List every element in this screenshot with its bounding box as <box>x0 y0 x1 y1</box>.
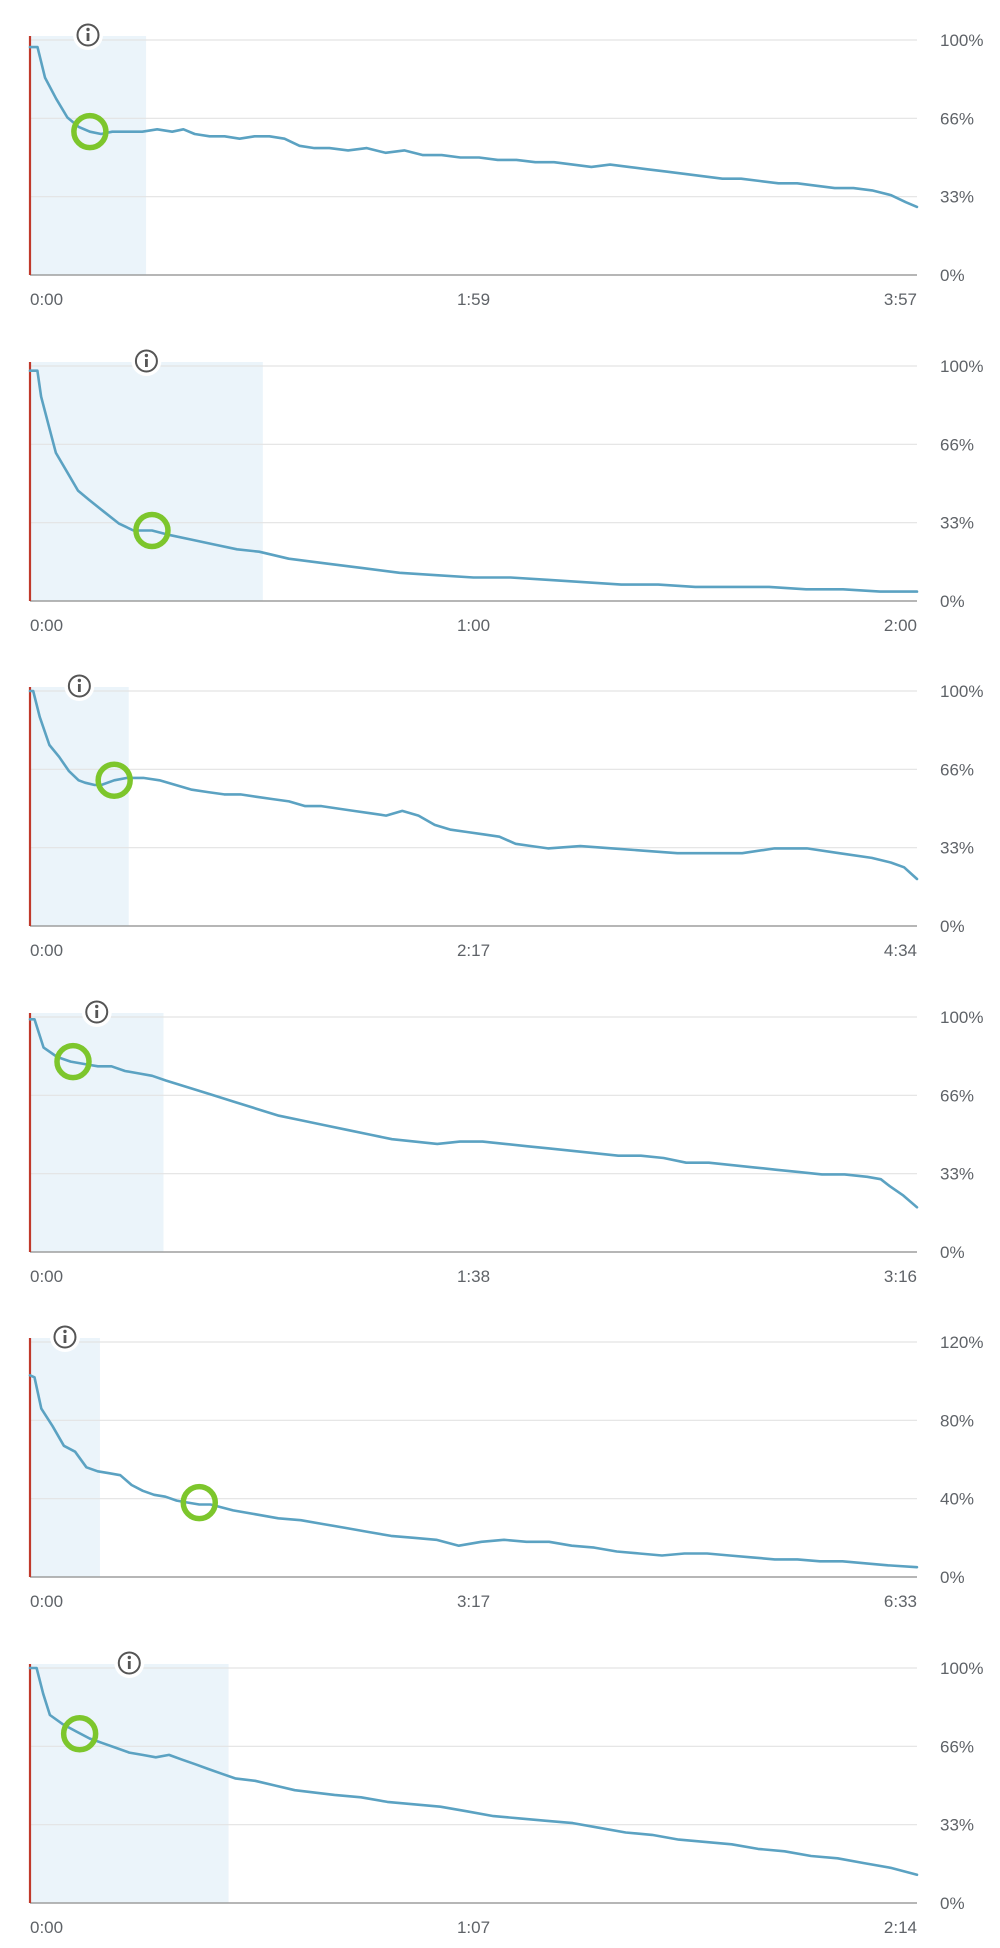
x-tick-label: 6:33 <box>884 1592 917 1611</box>
y-tick-label: 100% <box>940 1659 983 1678</box>
intro-highlight-band <box>30 1012 164 1252</box>
x-tick-label: 0:00 <box>30 616 63 635</box>
y-tick-label: 33% <box>940 188 974 207</box>
retention-line <box>28 689 919 881</box>
x-tick-label: 2:14 <box>884 1918 917 1937</box>
x-tick-label: 2:17 <box>457 941 490 960</box>
y-tick-label: 66% <box>940 109 974 128</box>
y-tick-label: 0% <box>940 917 965 936</box>
intro-highlight-band <box>30 36 147 275</box>
annotation-circle <box>180 1483 219 1522</box>
x-tick-label: 1:07 <box>457 1918 490 1937</box>
x-tick-label: 0:00 <box>30 1918 63 1937</box>
annotation-circle <box>54 1042 92 1080</box>
y-tick-label: 33% <box>940 839 974 858</box>
y-tick-label: 66% <box>940 1086 974 1105</box>
x-tick-label: 3:57 <box>884 290 917 309</box>
info-icon[interactable] <box>81 996 112 1027</box>
retention-chart-2: 0% 33% 66% 100% 0:00 1:00 2:00 <box>28 345 983 635</box>
intro-highlight-band <box>30 687 129 926</box>
intro-highlight-band <box>30 361 263 601</box>
info-icon[interactable] <box>49 1322 80 1352</box>
y-tick-label: 33% <box>940 513 974 532</box>
y-tick-label: 0% <box>940 1894 965 1913</box>
retention-line <box>28 368 919 593</box>
x-tick-label: 2:00 <box>884 616 917 635</box>
y-tick-label: 66% <box>940 435 974 454</box>
retention-line <box>28 1017 919 1209</box>
retention-line <box>28 45 919 209</box>
x-tick-label: 1:38 <box>457 1267 490 1286</box>
annotation-circle <box>71 112 109 151</box>
info-icon[interactable] <box>131 345 162 376</box>
y-tick-label: 33% <box>940 1815 974 1834</box>
x-tick-label: 3:16 <box>884 1267 917 1286</box>
x-tick-label: 1:59 <box>457 290 490 309</box>
y-tick-label: 80% <box>940 1411 974 1430</box>
annotation-circle <box>60 1714 99 1753</box>
y-tick-label: 33% <box>940 1164 974 1183</box>
y-tick-label: 100% <box>940 31 983 50</box>
y-tick-label: 0% <box>940 592 965 611</box>
annotation-circle <box>95 761 133 800</box>
y-tick-label: 100% <box>940 682 983 701</box>
x-tick-label: 0:00 <box>30 1592 63 1611</box>
y-tick-label: 0% <box>940 266 965 285</box>
annotation-circle <box>133 511 171 549</box>
y-tick-label: 0% <box>940 1243 965 1262</box>
info-icon[interactable] <box>64 671 95 701</box>
x-tick-label: 0:00 <box>30 290 63 309</box>
x-tick-label: 4:34 <box>884 941 917 960</box>
x-tick-label: 0:00 <box>30 1267 63 1286</box>
y-tick-label: 40% <box>940 1490 974 1509</box>
retention-chart-4: 0% 33% 66% 100% 0:00 1:38 3:16 <box>28 996 983 1286</box>
retention-chart-3: 0% 33% 66% 100% 0:00 2:17 4:34 <box>28 671 983 960</box>
intro-highlight-band <box>30 1663 229 1903</box>
y-tick-label: 100% <box>940 357 983 376</box>
y-tick-label: 66% <box>940 760 974 779</box>
retention-chart-6: 0% 33% 66% 100% 0:00 1:07 2:14 <box>28 1647 983 1937</box>
x-tick-label: 0:00 <box>30 941 63 960</box>
y-tick-label: 120% <box>940 1333 983 1352</box>
retention-line <box>28 1666 919 1876</box>
info-icon[interactable] <box>114 1647 145 1678</box>
intro-highlight-band <box>30 1338 100 1577</box>
retention-chart-5: 0% 40% 80% 120% 0:00 3:17 6:33 <box>28 1322 983 1611</box>
x-tick-label: 3:17 <box>457 1592 490 1611</box>
y-tick-label: 100% <box>940 1008 983 1027</box>
retention-chart-1: 0% 33% 66% 100% 0:00 1:59 3:57 <box>28 20 983 309</box>
y-tick-label: 66% <box>940 1737 974 1756</box>
info-icon[interactable] <box>73 20 104 50</box>
retention-line <box>28 1374 919 1569</box>
y-tick-label: 0% <box>940 1568 965 1587</box>
x-tick-label: 1:00 <box>457 616 490 635</box>
